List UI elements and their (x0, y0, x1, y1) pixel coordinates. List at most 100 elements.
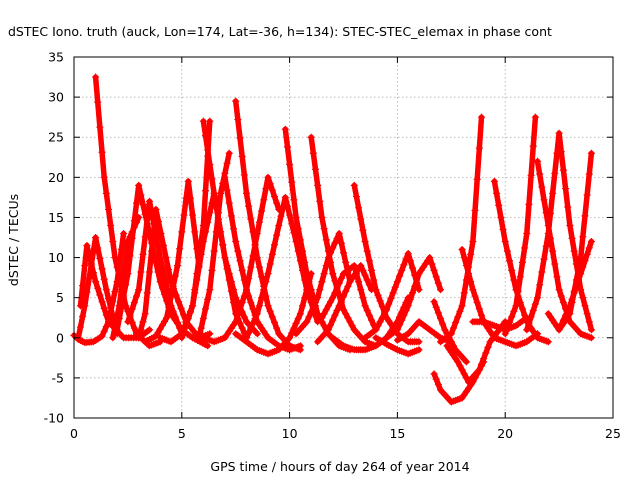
data-point (154, 217, 162, 225)
data-point (549, 189, 557, 197)
data-point (538, 183, 546, 191)
data-point (544, 338, 552, 346)
data-point (117, 303, 125, 311)
data-point (271, 241, 279, 249)
data-point (391, 283, 399, 291)
data-point (206, 330, 214, 338)
data-point (128, 305, 136, 313)
data-point (266, 307, 274, 315)
y-tick-label: 20 (48, 170, 64, 185)
data-point (171, 313, 179, 321)
y-tick-label: 0 (56, 330, 64, 345)
data-point (249, 319, 257, 327)
data-point (135, 334, 143, 342)
data-point (564, 307, 572, 315)
data-point (283, 143, 291, 151)
data-point (240, 276, 248, 284)
data-point (177, 304, 185, 312)
data-point (497, 213, 505, 221)
data-point (454, 358, 462, 366)
data-point (292, 319, 300, 327)
data-point (318, 213, 326, 221)
data-point (167, 293, 175, 301)
data-point (523, 229, 531, 237)
data-point (568, 234, 576, 242)
data-point (340, 292, 347, 300)
data-point (128, 234, 136, 242)
y-tick-label: 30 (48, 90, 64, 105)
data-point (204, 295, 212, 303)
data-point (350, 262, 358, 270)
data-point (411, 282, 419, 290)
data-point (490, 177, 498, 185)
data-point (178, 334, 186, 342)
data-point (163, 314, 171, 322)
data-point (329, 294, 337, 302)
data-point (109, 238, 117, 246)
series-line (437, 114, 485, 345)
data-point (475, 366, 483, 374)
data-point (368, 266, 376, 274)
data-point (335, 229, 343, 237)
data-point (76, 323, 84, 331)
data-point (260, 286, 268, 294)
data-point (96, 123, 104, 131)
data-point (331, 289, 339, 297)
data-point (372, 326, 380, 334)
series-27 (372, 334, 423, 358)
data-point (570, 289, 578, 297)
data-point (141, 310, 149, 318)
data-point (587, 149, 595, 157)
data-point (579, 263, 587, 271)
data-point (266, 260, 274, 268)
data-point (510, 276, 518, 284)
data-point (193, 276, 201, 284)
data-point (92, 234, 100, 241)
data-point (471, 292, 479, 300)
data-point (344, 314, 352, 322)
data-point (531, 300, 539, 308)
data-point (249, 305, 257, 313)
data-point (562, 185, 570, 193)
data-point (428, 260, 436, 268)
y-tick-label: 35 (48, 50, 64, 65)
data-point (456, 362, 464, 370)
data-point (169, 307, 177, 315)
data-point (290, 324, 298, 332)
data-point (307, 133, 315, 141)
data-point (575, 276, 583, 284)
data-point (482, 349, 490, 357)
data-point (104, 294, 112, 302)
data-point (150, 226, 158, 234)
data-point (393, 326, 401, 334)
data-point (253, 254, 261, 262)
data-point (551, 260, 559, 268)
data-point (94, 284, 102, 292)
data-point (501, 330, 509, 338)
data-point (355, 278, 363, 286)
data-point (264, 302, 272, 310)
data-point (311, 298, 319, 306)
data-point (477, 360, 485, 368)
data-point (102, 323, 110, 331)
data-point (340, 249, 347, 257)
data-point (96, 254, 104, 262)
data-point (180, 327, 188, 335)
data-point (542, 209, 550, 217)
y-tick-label: 25 (48, 130, 64, 145)
data-point (126, 252, 134, 260)
data-point (430, 298, 438, 306)
data-point (154, 242, 162, 250)
data-point (115, 315, 123, 323)
data-point (232, 97, 240, 105)
data-point (430, 266, 438, 274)
data-point (247, 324, 255, 332)
data-point (242, 334, 250, 342)
data-point (202, 305, 210, 313)
data-point (238, 298, 246, 306)
data-point (161, 317, 169, 325)
data-point (380, 310, 388, 318)
data-point (255, 263, 263, 271)
data-point (240, 313, 248, 321)
data-point (268, 250, 276, 258)
